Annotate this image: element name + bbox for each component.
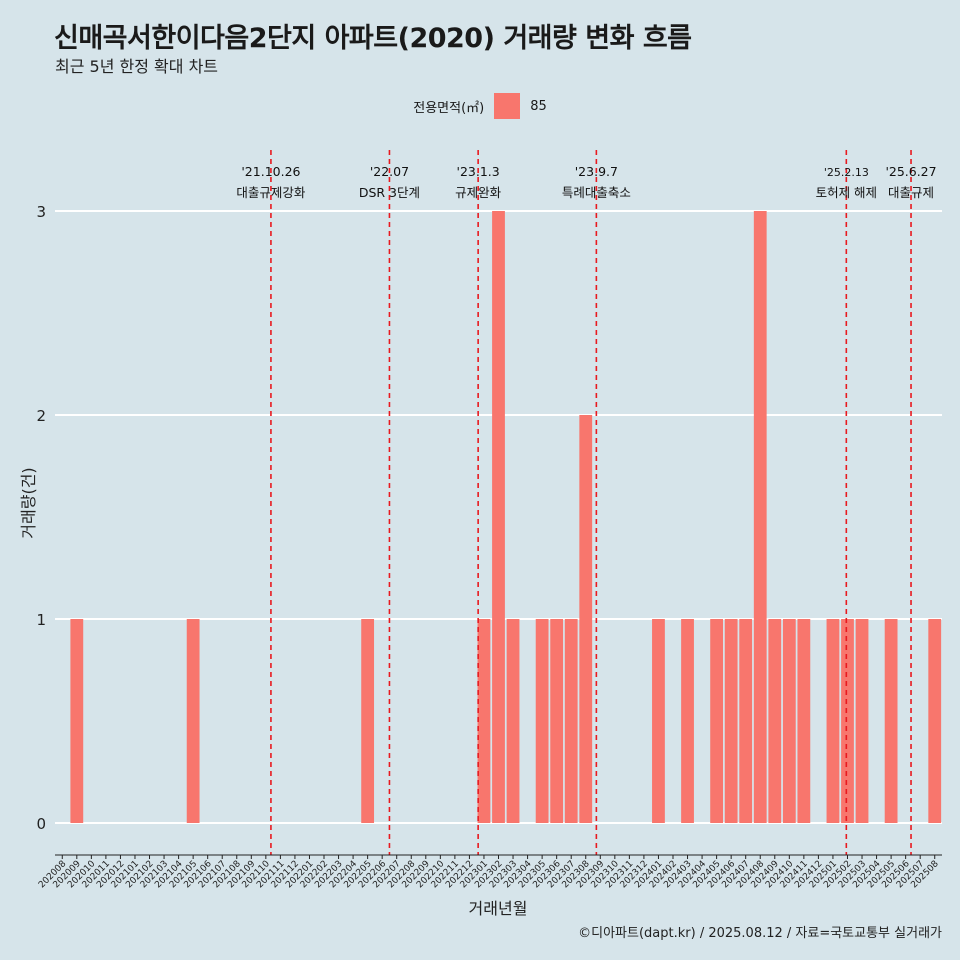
y-tick-label: 0 — [36, 815, 46, 833]
bar — [550, 619, 564, 823]
bar — [506, 619, 520, 823]
event-date: '23.9.7 — [575, 164, 618, 179]
bar — [855, 619, 869, 823]
bar — [70, 619, 84, 823]
chart-subtitle: 최근 5년 한정 확대 차트 — [55, 57, 219, 76]
event-date: '21.10.26 — [241, 164, 300, 179]
event-label: 대출규제강화 — [236, 185, 306, 200]
bar — [652, 619, 665, 823]
event-date: '25.2.13 — [824, 166, 869, 179]
bar — [768, 619, 782, 823]
event-lines — [270, 150, 912, 855]
event-date: '23.1.3 — [457, 164, 500, 179]
bar — [739, 619, 753, 823]
bar — [782, 619, 796, 823]
x-axis: 2020082020092020102020112020122021012021… — [37, 854, 942, 890]
event-label: 규제완화 — [455, 185, 502, 200]
event-label: 대출규제 — [888, 185, 934, 200]
legend-item-label: 85 — [530, 98, 547, 114]
event-label: 특례대출축소 — [562, 185, 631, 200]
event-label: 토허제 해제 — [816, 185, 877, 200]
y-axis-ticks: 0 1 2 3 — [36, 203, 46, 833]
bar — [724, 619, 738, 823]
legend-swatch — [494, 93, 521, 119]
bar — [826, 619, 840, 823]
bar — [797, 619, 811, 823]
bar — [579, 415, 593, 823]
bar — [928, 619, 942, 823]
event-label: DSR 3단계 — [359, 185, 420, 200]
x-axis-label: 거래년월 — [469, 899, 528, 918]
event-date: '22.07 — [370, 164, 409, 179]
caption: ©디아파트(dapt.kr) / 2025.08.12 / 자료=국토교통부 실… — [578, 926, 942, 941]
legend: 전용면적(㎡) 85 — [0, 93, 960, 119]
bar — [186, 619, 200, 823]
bar — [477, 619, 491, 823]
bar — [492, 211, 505, 823]
event-date: '25.6.27 — [885, 164, 936, 179]
bar — [564, 619, 578, 823]
y-tick-label: 3 — [36, 203, 46, 221]
y-axis-label: 거래량(건) — [19, 467, 38, 538]
bar — [841, 619, 854, 823]
event-annotations: '21.10.26 대출규제강화 '22.07 DSR 3단계 '23.1.3 규제완화 '… — [236, 164, 936, 200]
y-tick-label: 2 — [36, 407, 46, 425]
chart-title: 신매곡서한이다음2단지 아파트(2020) 거래량 변화 흐름 — [54, 23, 692, 54]
bar — [681, 619, 694, 823]
y-tick-label: 1 — [36, 611, 46, 629]
bar — [884, 619, 898, 823]
bars — [70, 211, 942, 823]
bar — [535, 619, 549, 823]
bar — [361, 619, 375, 823]
bar — [710, 619, 724, 823]
legend-title: 전용면적(㎡) — [413, 100, 485, 116]
bar — [753, 211, 767, 823]
